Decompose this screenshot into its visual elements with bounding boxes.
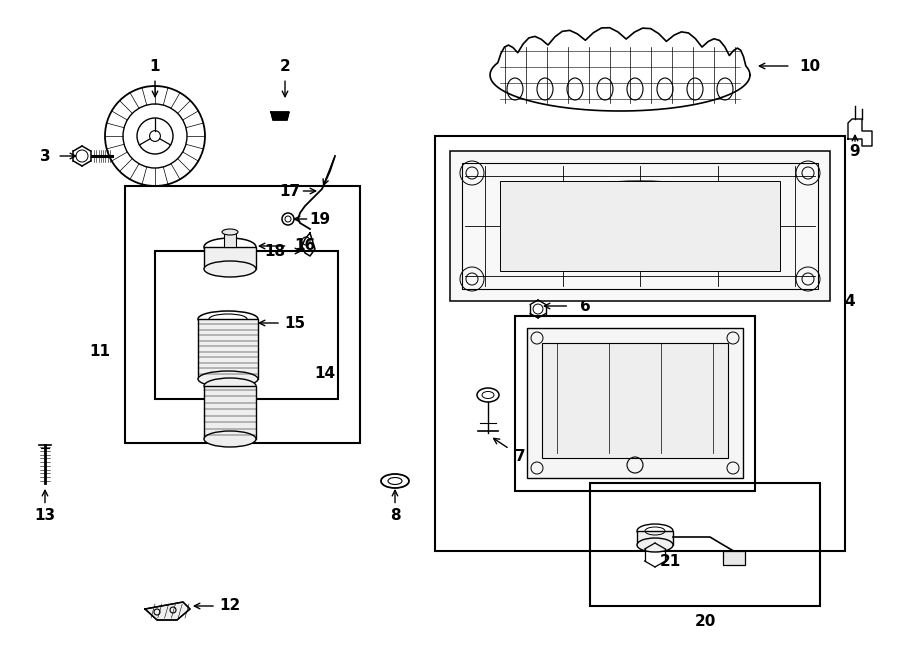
Bar bbox=[224, 232, 236, 247]
Text: 3: 3 bbox=[40, 149, 50, 163]
Text: 1: 1 bbox=[149, 59, 160, 73]
Text: 4: 4 bbox=[845, 293, 855, 309]
Text: 20: 20 bbox=[694, 613, 716, 629]
Text: 10: 10 bbox=[799, 59, 821, 73]
Ellipse shape bbox=[204, 431, 256, 447]
Text: 21: 21 bbox=[660, 553, 680, 568]
Ellipse shape bbox=[637, 538, 673, 552]
Text: 16: 16 bbox=[294, 239, 316, 254]
Text: 5: 5 bbox=[699, 368, 710, 383]
Bar bbox=[204, 247, 256, 269]
Text: 11: 11 bbox=[89, 344, 111, 358]
Text: 7: 7 bbox=[515, 449, 526, 463]
Bar bbox=[435, 136, 845, 551]
Bar bbox=[590, 483, 820, 606]
Ellipse shape bbox=[198, 371, 258, 387]
Text: 9: 9 bbox=[850, 143, 860, 159]
Polygon shape bbox=[145, 602, 190, 620]
Bar bbox=[542, 343, 728, 458]
Bar bbox=[198, 319, 258, 379]
Bar bbox=[500, 181, 780, 271]
Text: 13: 13 bbox=[34, 508, 56, 524]
Ellipse shape bbox=[204, 378, 256, 394]
Bar bbox=[125, 186, 360, 443]
Bar bbox=[527, 328, 743, 478]
Polygon shape bbox=[271, 112, 289, 120]
Text: 2: 2 bbox=[280, 59, 291, 73]
Text: 19: 19 bbox=[310, 212, 330, 227]
Bar bbox=[450, 151, 830, 301]
Text: 18: 18 bbox=[265, 243, 285, 258]
Text: 14: 14 bbox=[314, 366, 336, 381]
Text: 12: 12 bbox=[220, 598, 240, 613]
Bar bbox=[155, 251, 338, 399]
Text: 6: 6 bbox=[580, 299, 590, 313]
Text: 15: 15 bbox=[284, 315, 306, 330]
Bar bbox=[723, 551, 745, 565]
Bar bbox=[515, 316, 755, 491]
Text: 8: 8 bbox=[390, 508, 400, 524]
Bar bbox=[637, 531, 673, 545]
Bar bbox=[462, 163, 818, 289]
Ellipse shape bbox=[204, 261, 256, 277]
Text: 17: 17 bbox=[279, 184, 301, 198]
Ellipse shape bbox=[222, 229, 238, 235]
Bar bbox=[204, 386, 256, 439]
